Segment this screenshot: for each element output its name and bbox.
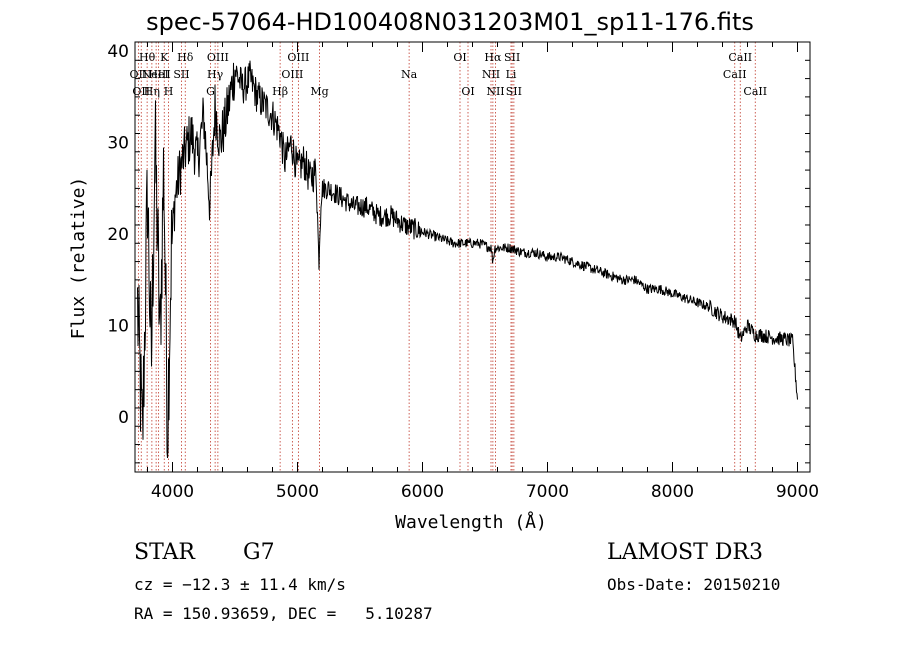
axes: 4000 5000 6000 7000 8000 9000 0 10 20 30 40 <box>107 42 819 502</box>
y-tick-label: 10 <box>107 317 129 337</box>
obs-date: Obs-Date: 20150210 <box>607 575 781 594</box>
line-label: Hη <box>144 85 160 98</box>
line-label: Hγ <box>207 68 224 81</box>
line-label: Hθ <box>139 51 156 64</box>
line-label: K <box>160 51 169 64</box>
x-tick-label: 5000 <box>276 482 319 502</box>
line-label: OIII <box>281 68 303 81</box>
line-label: SII <box>173 68 189 81</box>
line-label: OIII <box>287 51 309 64</box>
line-label: Li <box>506 68 517 81</box>
line-markers <box>137 42 756 472</box>
line-label: NII <box>482 68 500 81</box>
y-tick-label: 0 <box>118 408 129 428</box>
line-label: Na <box>401 68 418 81</box>
line-label: H <box>164 85 174 98</box>
plot-frame <box>134 41 811 473</box>
x-tick-label: 7000 <box>526 482 569 502</box>
line-label: OII <box>130 68 148 81</box>
x-tick-label: 4000 <box>151 482 194 502</box>
line-label: Mg <box>310 85 328 98</box>
x-tick-label: 9000 <box>776 482 819 502</box>
line-label: Hδ <box>177 51 194 64</box>
chart-title: spec-57064-HD100408N031203M01_sp11-176.f… <box>146 8 754 36</box>
y-tick-label: 30 <box>107 134 129 154</box>
y-tick-label: 40 <box>107 42 129 62</box>
line-label: CaII <box>728 51 752 64</box>
line-label: HeI <box>148 68 168 81</box>
object-class: STAR <box>134 540 195 565</box>
line-label: Hα <box>484 51 502 64</box>
line-label: SII <box>506 85 522 98</box>
survey-name: LAMOST DR3 <box>607 540 763 565</box>
line-label: CaII <box>723 68 747 81</box>
x-tick-label: 6000 <box>401 482 444 502</box>
x-axis-label: Wavelength (Å) <box>395 511 547 533</box>
x-tick-label: 8000 <box>651 482 694 502</box>
y-axis-label: Flux (relative) <box>68 177 89 340</box>
line-label: NeIII <box>142 68 171 81</box>
line-label: CaII <box>743 85 767 98</box>
line-label: NII <box>486 85 504 98</box>
redshift-cz: cz = −12.3 ± 11.4 km/s <box>134 575 346 594</box>
line-label: OI <box>453 51 466 64</box>
line-label: OII <box>132 85 150 98</box>
line-label: OI <box>461 85 474 98</box>
ra-dec: RA = 150.93659, DEC = 5.10287 <box>134 604 433 623</box>
line-label: OIII <box>207 51 229 64</box>
spectrum-line <box>137 60 798 459</box>
y-tick-label: 20 <box>107 225 129 245</box>
line-label: Hβ <box>272 85 288 98</box>
object-subclass: G7 <box>243 540 275 565</box>
line-label: SII <box>504 51 520 64</box>
line-label: G <box>206 85 215 98</box>
